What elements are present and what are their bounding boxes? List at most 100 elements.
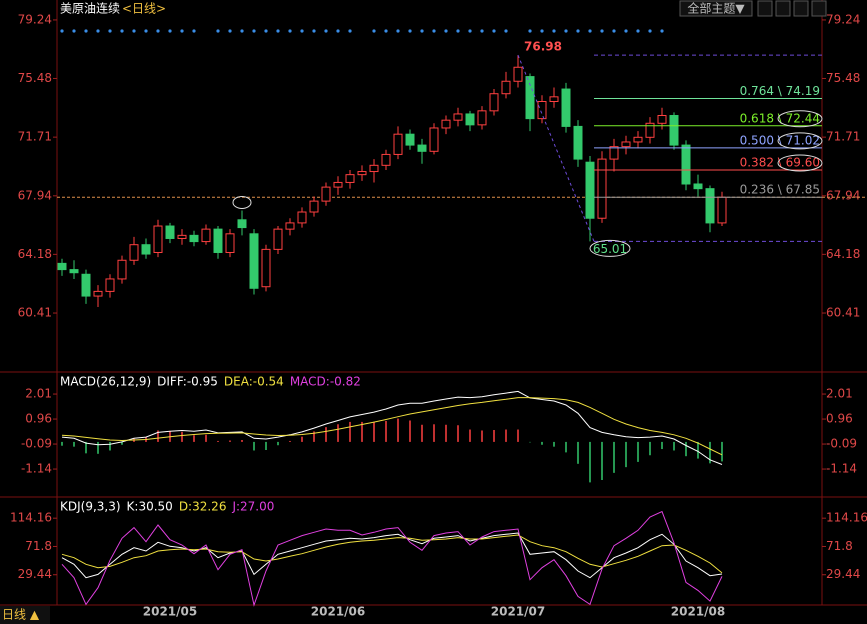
candle-body [609, 146, 619, 160]
indicator-line [61, 397, 723, 456]
y-tick-label-right: 2.01 [826, 387, 853, 401]
marker-dot [96, 29, 100, 33]
marker-dot [144, 29, 148, 33]
candle-body [213, 228, 223, 253]
y-tick-label: 2.01 [25, 387, 52, 401]
y-tick-label: 114.16 [10, 511, 52, 525]
marker-dot [168, 29, 172, 33]
fib-level-label: 0.764 \ 74.19 [740, 84, 820, 98]
trough-label: 65.01 [593, 242, 627, 256]
tool-icon[interactable] [793, 0, 809, 17]
marker-dot [540, 29, 544, 33]
candle-body [597, 158, 607, 219]
indicator-readout: J:27.00 [231, 500, 274, 514]
candle-body [657, 115, 667, 124]
indicator-line [61, 532, 723, 579]
candle-body [285, 222, 295, 230]
candle-body [621, 141, 631, 148]
marker-dot [336, 29, 340, 33]
marker-dot [648, 29, 652, 33]
y-tick-label-right: 75.48 [826, 71, 860, 85]
marker-dot [372, 29, 376, 33]
candle-body [585, 161, 595, 219]
candle-body [345, 174, 355, 183]
candle-body [393, 133, 403, 155]
marker-dot [300, 29, 304, 33]
marker-dot [480, 29, 484, 33]
theme-button[interactable] [679, 0, 753, 17]
candle-body [153, 225, 163, 253]
candle-body [237, 219, 247, 229]
tool-icon[interactable] [811, 0, 827, 17]
status-label[interactable]: 日线 ▲ [2, 608, 40, 622]
candle-body [633, 136, 643, 143]
candle-body [453, 113, 463, 121]
fib-level-label: 0.382 \ 69.60 [740, 155, 820, 169]
marker-dot [216, 29, 220, 33]
candle-body [321, 186, 331, 202]
candle-body [189, 234, 199, 243]
marker-dot [60, 29, 64, 33]
fib-level-label: 0.618 \ 72.44 [740, 111, 820, 125]
y-tick-label-right: 67.94 [826, 188, 860, 202]
marker-dot [180, 29, 184, 33]
candle-body [297, 211, 307, 224]
candle-body [501, 80, 511, 95]
marker-dot [312, 29, 316, 33]
candle-body [117, 259, 127, 280]
candle-body [177, 234, 187, 239]
candle-body [81, 273, 91, 297]
y-tick-label-right: 0.96 [826, 412, 853, 426]
candle-body [537, 101, 547, 120]
candle-body [429, 127, 439, 152]
status-box[interactable] [0, 606, 50, 624]
y-tick-label-right: 71.8 [826, 539, 853, 553]
marker-dot [456, 29, 460, 33]
candle-body [201, 228, 211, 243]
peak-label: 76.98 [524, 40, 562, 54]
marker-dot [264, 29, 268, 33]
candle-body [717, 196, 727, 224]
indicator-readout: MACD:-0.82 [290, 375, 361, 389]
indicator-name: KDJ(9,3,3) [60, 500, 121, 514]
y-tick-label-right: -0.09 [826, 437, 857, 451]
candle-body [405, 133, 415, 146]
y-tick-label-right: 29.44 [826, 567, 860, 581]
y-tick-label: 0.96 [25, 412, 52, 426]
marker-dot [432, 29, 436, 33]
marker-dot [384, 29, 388, 33]
marker-dot [276, 29, 280, 33]
period-label[interactable]: <日线> [122, 2, 166, 16]
marker-dot [324, 29, 328, 33]
marker-dot [564, 29, 568, 33]
marker-dot [444, 29, 448, 33]
marker-dot [132, 29, 136, 33]
x-tick-label: 2021/06 [311, 605, 365, 619]
tool-icon[interactable] [757, 0, 773, 17]
trough-circle [589, 239, 631, 257]
marker-dot [660, 29, 664, 33]
y-tick-label-right: 71.71 [826, 130, 860, 144]
fib-circle [777, 132, 823, 150]
indicator-line [61, 390, 723, 465]
theme-button-label[interactable]: 全部主题▼ [687, 1, 745, 16]
candle-body [477, 110, 487, 126]
candle-body [549, 96, 559, 103]
candle-body [57, 262, 67, 271]
tool-icon[interactable] [775, 0, 791, 17]
candle-body [249, 233, 259, 289]
candle-body [693, 183, 703, 190]
marker-dot [576, 29, 580, 33]
y-tick-label: 67.94 [18, 188, 52, 202]
y-tick-label-right: 79.24 [826, 12, 860, 26]
marker-dot [156, 29, 160, 33]
marker-dot [288, 29, 292, 33]
marker-dot [420, 29, 424, 33]
candle-body [513, 66, 523, 82]
marker-dot [492, 29, 496, 33]
candle-body [69, 269, 79, 274]
marker-dot [228, 29, 232, 33]
y-tick-label: -1.14 [21, 462, 52, 476]
candle-body [261, 248, 271, 288]
